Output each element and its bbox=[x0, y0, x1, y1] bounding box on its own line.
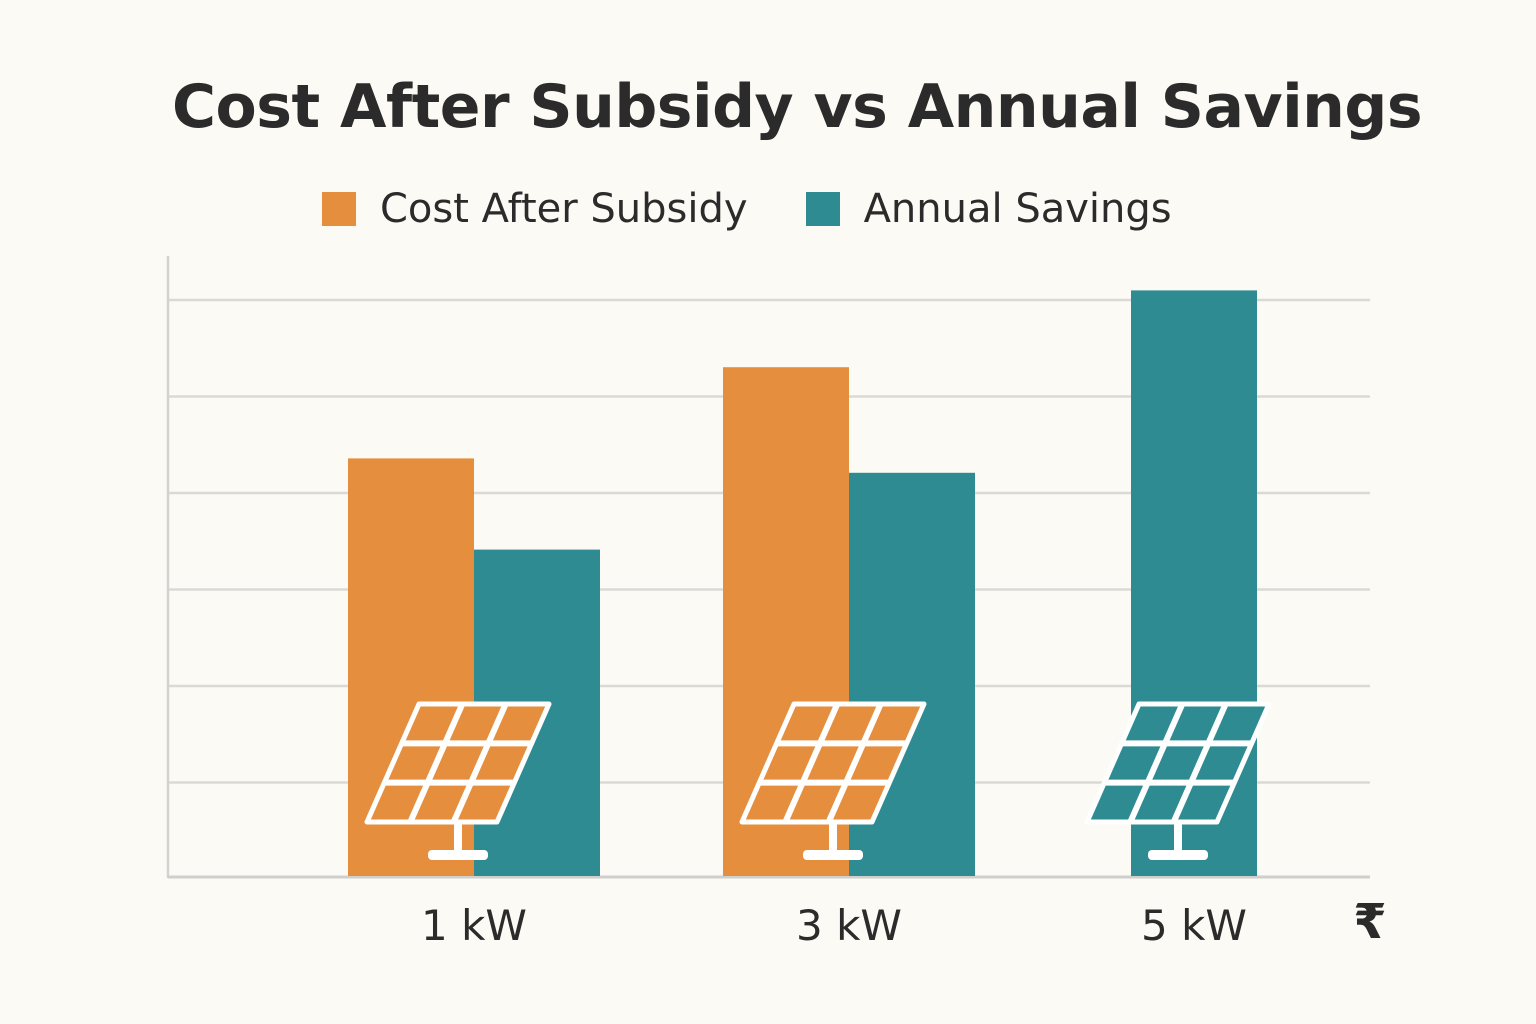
legend: Cost After Subsidy Annual Savings bbox=[322, 186, 1172, 232]
currency-symbol: ₹ bbox=[1353, 894, 1386, 950]
solar-panel-icon bbox=[1084, 701, 1272, 860]
legend-swatch-annual-savings bbox=[805, 192, 840, 226]
legend-label-annual-savings: Annual Savings bbox=[863, 186, 1172, 232]
solar-panel-icon bbox=[739, 701, 927, 860]
axes bbox=[166, 256, 1370, 879]
legend-label-cost-after-subsidy: Cost After Subsidy bbox=[380, 186, 748, 232]
solar-panel-icons bbox=[364, 701, 1272, 860]
legend-swatch-cost-after-subsidy bbox=[322, 192, 356, 226]
legend-item-cost-after-subsidy: Cost After Subsidy bbox=[322, 186, 748, 232]
chart-title: Cost After Subsidy vs Annual Savings bbox=[172, 72, 1423, 142]
legend-item-annual-savings: Annual Savings bbox=[805, 186, 1172, 232]
solar-panel-icon bbox=[364, 701, 552, 860]
x-tick-label: 5 kW bbox=[1141, 901, 1247, 950]
x-tick-label: 1 kW bbox=[421, 901, 527, 950]
category-labels: 1 kW 3 kW 5 kW ₹ bbox=[421, 894, 1387, 950]
x-tick-label: 3 kW bbox=[796, 901, 902, 950]
